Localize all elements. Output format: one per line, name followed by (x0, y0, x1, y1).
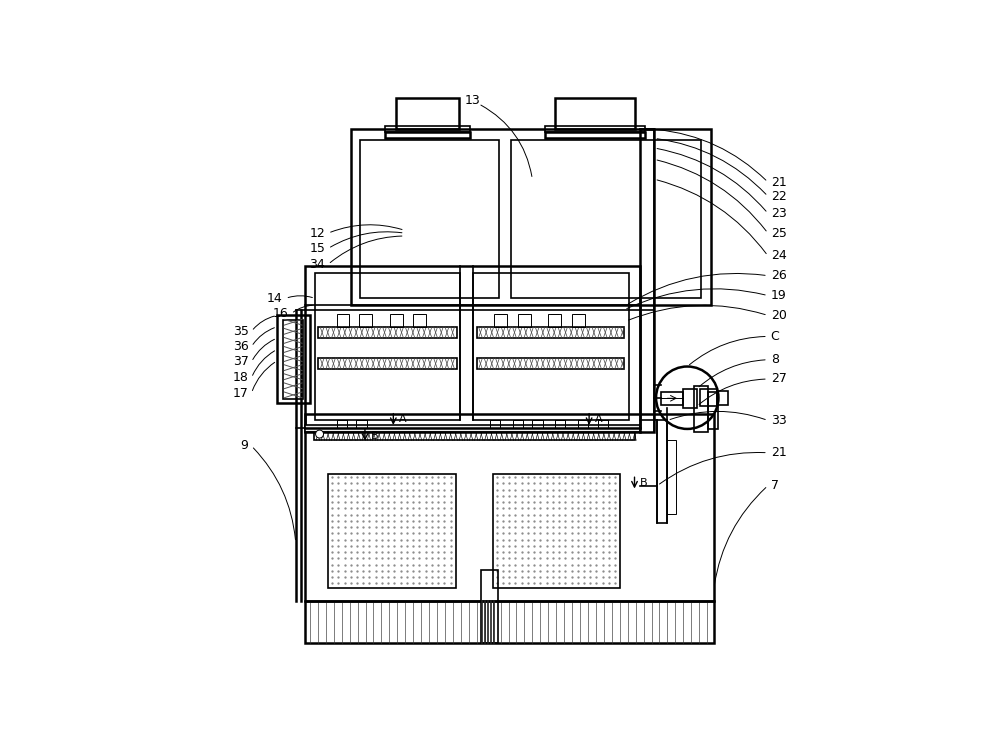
Bar (473, 273, 629, 420)
Bar (518, 314, 531, 326)
Bar (305, 601, 714, 643)
Bar (708, 392, 718, 429)
Bar (337, 420, 347, 427)
Bar (314, 427, 635, 440)
Text: 18: 18 (233, 371, 249, 385)
Bar (640, 129, 654, 432)
Text: 15: 15 (309, 242, 325, 255)
Bar (598, 420, 608, 427)
Bar (717, 391, 728, 405)
Bar (683, 388, 697, 408)
Text: B: B (640, 478, 648, 488)
Bar (490, 420, 500, 427)
Text: 34: 34 (309, 258, 325, 271)
Bar (512, 420, 523, 427)
Text: C: C (771, 330, 779, 343)
Bar (283, 320, 303, 399)
Text: 22: 22 (771, 189, 786, 203)
Bar (548, 314, 561, 326)
Bar (318, 326, 457, 338)
Bar (555, 420, 565, 427)
Bar (315, 273, 460, 420)
Text: 17: 17 (233, 387, 249, 399)
Text: 35: 35 (233, 325, 249, 338)
Text: 8: 8 (771, 353, 779, 366)
Bar (396, 98, 459, 129)
Bar (337, 314, 349, 326)
Bar (511, 139, 701, 298)
Bar (572, 314, 585, 326)
Text: 7: 7 (771, 479, 779, 492)
Text: 37: 37 (233, 355, 249, 368)
Text: 23: 23 (771, 207, 786, 220)
Text: 27: 27 (771, 372, 787, 385)
Bar (356, 420, 367, 427)
Circle shape (316, 430, 324, 438)
Text: 25: 25 (771, 227, 787, 240)
Bar (545, 132, 645, 139)
Bar (277, 315, 310, 403)
Text: 21: 21 (771, 175, 786, 189)
Bar (494, 314, 507, 326)
Text: 20: 20 (771, 309, 787, 322)
Bar (700, 389, 717, 406)
Bar (477, 358, 624, 369)
Text: 16: 16 (273, 307, 288, 321)
Text: B: B (371, 430, 378, 441)
Bar (578, 420, 588, 427)
Bar (413, 314, 426, 326)
Text: 19: 19 (771, 289, 786, 302)
Text: A: A (595, 414, 602, 425)
Text: 24: 24 (771, 249, 786, 262)
Text: 9: 9 (241, 439, 249, 453)
Bar (305, 413, 714, 601)
Bar (661, 392, 683, 405)
Bar (351, 129, 711, 305)
Bar (532, 420, 543, 427)
Bar (545, 127, 645, 132)
Bar (385, 127, 470, 132)
Text: 36: 36 (233, 340, 249, 353)
Bar (481, 570, 498, 643)
Text: A: A (399, 414, 407, 425)
Text: 13: 13 (465, 94, 481, 108)
Bar (305, 425, 640, 432)
Text: 14: 14 (267, 292, 283, 305)
Bar (328, 475, 456, 588)
Bar (390, 314, 403, 326)
Text: 33: 33 (771, 414, 786, 427)
Text: 21: 21 (771, 447, 786, 459)
Bar (318, 358, 457, 369)
Bar (555, 98, 635, 129)
Bar (305, 266, 640, 427)
Bar (477, 326, 624, 338)
Bar (359, 314, 372, 326)
Bar (360, 139, 499, 298)
Bar (694, 386, 708, 432)
Text: 26: 26 (771, 269, 786, 282)
Bar (493, 475, 620, 588)
Bar (667, 440, 676, 514)
Bar (657, 420, 667, 523)
Text: 12: 12 (309, 227, 325, 240)
Bar (385, 132, 470, 139)
